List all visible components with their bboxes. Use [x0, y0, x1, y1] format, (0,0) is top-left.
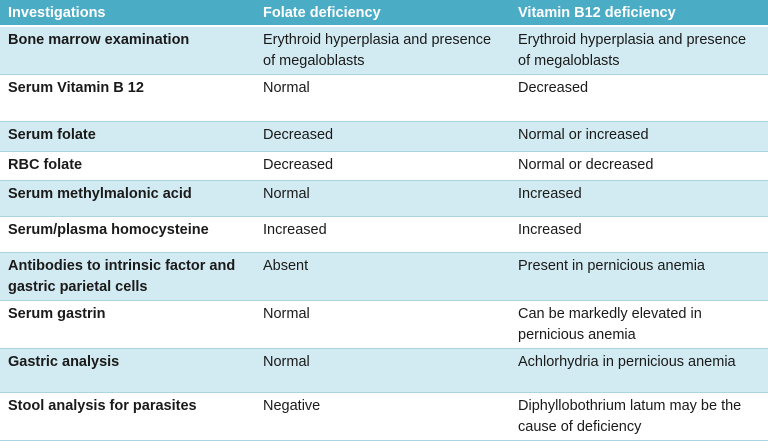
folate-cell: Normal — [255, 74, 510, 122]
table-row: RBC folate Decreased Normal or decreased — [0, 151, 768, 181]
b12-cell: Can be markedly elevated in pernicious a… — [510, 300, 768, 349]
b12-cell: Achlorhydria in pernicious anemia — [510, 348, 768, 393]
b12-cell: Increased — [510, 180, 768, 217]
b12-cell: Present in pernicious anemia — [510, 252, 768, 301]
b12-cell: Erythroid hyperplasia and presence of me… — [510, 26, 768, 75]
table-row: Bone marrow examination Erythroid hyperp… — [0, 26, 768, 75]
investigation-cell: Serum Vitamin B 12 — [0, 74, 255, 122]
table-row: Serum folate Decreased Normal or increas… — [0, 121, 768, 152]
folate-cell: Increased — [255, 216, 510, 253]
b12-cell: Normal or increased — [510, 121, 768, 152]
folate-cell: Normal — [255, 180, 510, 217]
folate-cell: Normal — [255, 300, 510, 349]
b12-cell: Decreased — [510, 74, 768, 122]
investigation-cell: Bone marrow examination — [0, 26, 255, 75]
header-folate-deficiency: Folate deficiency — [255, 0, 510, 27]
table-row: Antibodies to intrinsic factor and gastr… — [0, 252, 768, 301]
folate-cell: Decreased — [255, 121, 510, 152]
table-row: Gastric analysis Normal Achlorhydria in … — [0, 348, 768, 393]
table-row: Serum/plasma homocysteine Increased Incr… — [0, 216, 768, 253]
investigation-cell: Serum folate — [0, 121, 255, 152]
investigation-cell: Gastric analysis — [0, 348, 255, 393]
header-row: Investigations Folate deficiency Vitamin… — [0, 0, 768, 27]
table-row: Serum gastrin Normal Can be markedly ele… — [0, 300, 768, 349]
investigation-cell: Serum methylmalonic acid — [0, 180, 255, 217]
b12-cell: Normal or decreased — [510, 151, 768, 181]
table-row: Serum methylmalonic acid Normal Increase… — [0, 180, 768, 217]
header-investigations: Investigations — [0, 0, 255, 27]
investigation-cell: RBC folate — [0, 151, 255, 181]
folate-cell: Decreased — [255, 151, 510, 181]
table-row: Stool analysis for parasites Negative Di… — [0, 392, 768, 441]
folate-cell: Absent — [255, 252, 510, 301]
investigation-cell: Antibodies to intrinsic factor and gastr… — [0, 252, 255, 301]
folate-cell: Erythroid hyperplasia and presence of me… — [255, 26, 510, 75]
b12-cell: Diphyllobothrium latum may be the cause … — [510, 392, 768, 441]
investigation-cell: Serum gastrin — [0, 300, 255, 349]
table-row: Serum Vitamin B 12 Normal Decreased — [0, 74, 768, 122]
investigation-cell: Serum/plasma homocysteine — [0, 216, 255, 253]
b12-cell: Increased — [510, 216, 768, 253]
folate-cell: Negative — [255, 392, 510, 441]
investigation-cell: Stool analysis for parasites — [0, 392, 255, 441]
header-vitamin-b12-deficiency: Vitamin B12 deficiency — [510, 0, 768, 27]
folate-cell: Normal — [255, 348, 510, 393]
